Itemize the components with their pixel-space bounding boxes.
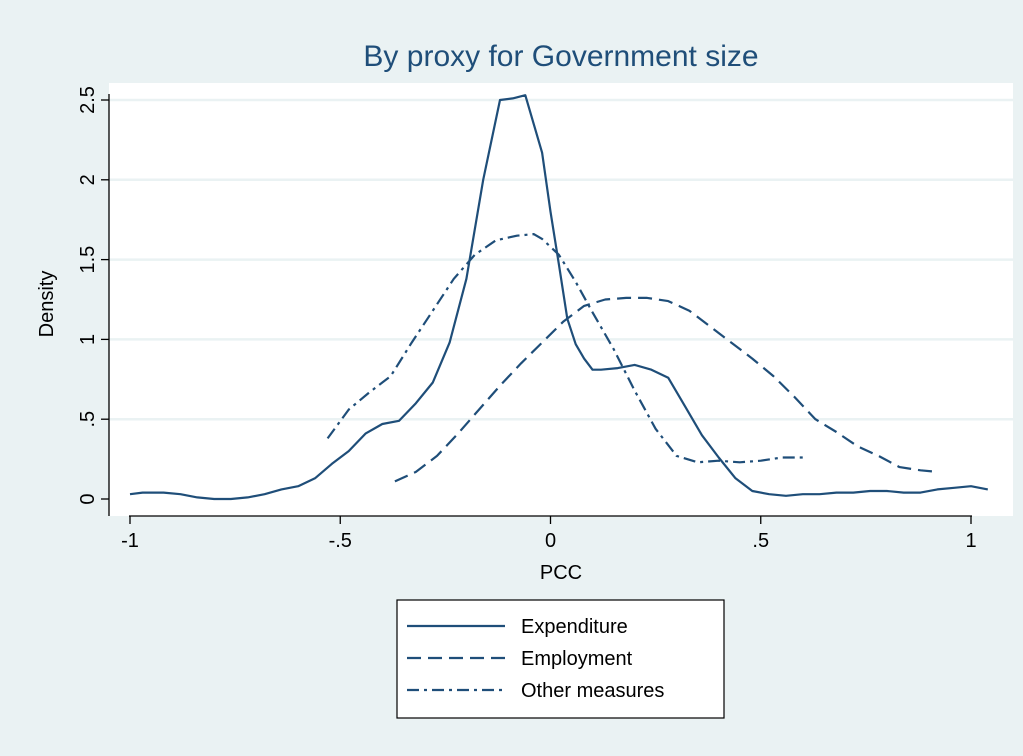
- legend-label-other-measures: Other measures: [521, 680, 664, 702]
- plot-area: [109, 83, 1013, 516]
- x-axis-label: PCC: [540, 562, 582, 584]
- x-tick-label: -.5: [329, 530, 352, 552]
- y-tick-label: .5: [77, 411, 99, 428]
- y-tick-label: 1: [77, 334, 99, 345]
- y-tick-label: 0: [77, 493, 99, 504]
- gridlines: [109, 98, 1013, 421]
- legend-label-employment: Employment: [521, 648, 633, 670]
- legend-box: [396, 599, 725, 719]
- legend: Expenditure Employment Other measures: [396, 599, 725, 719]
- x-tick-label: 1: [965, 530, 976, 552]
- series-line-employment: [394, 296, 938, 483]
- x-tick-label: .5: [752, 530, 769, 552]
- y-tick-label: 1.5: [77, 246, 99, 274]
- chart-title: By proxy for Government size: [363, 40, 758, 73]
- legend-label-expenditure: Expenditure: [521, 616, 628, 638]
- series-line-expenditure: [129, 94, 989, 501]
- y-tick-label: 2: [77, 174, 99, 185]
- axes: 0 .5 1 1.5 2 2.5 -1 -.5 0 .5 1: [77, 86, 977, 552]
- y-axis-label: Density: [36, 271, 58, 338]
- y-tick-label: 2.5: [77, 86, 99, 114]
- series-line-other-measures: [326, 233, 803, 464]
- series-lines: [129, 94, 989, 501]
- x-tick-label: 0: [545, 530, 556, 552]
- x-tick-label: -1: [121, 530, 139, 552]
